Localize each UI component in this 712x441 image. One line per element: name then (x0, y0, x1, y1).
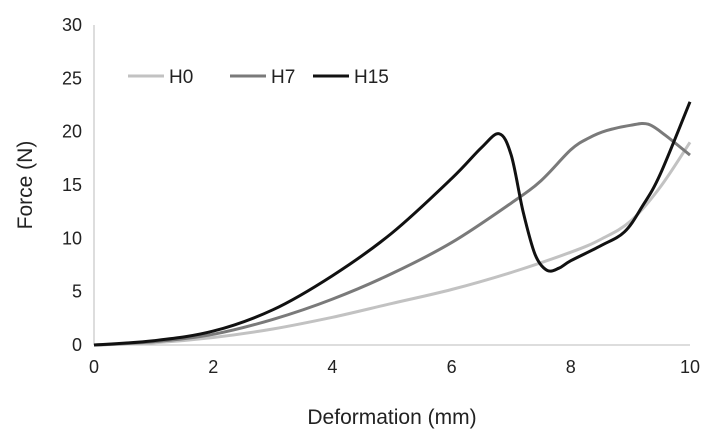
legend: H0 H7 H15 (128, 67, 389, 88)
x-tick-label: 0 (89, 357, 99, 377)
x-tick-label: 2 (208, 357, 218, 377)
y-tick-label: 15 (62, 175, 82, 195)
series-line-h7 (93, 121, 691, 347)
x-axis-title: Deformation (mm) (307, 406, 476, 429)
x-tick-label: 8 (566, 357, 576, 377)
series-line-h0 (93, 141, 692, 347)
x-tick-label: 10 (680, 357, 700, 377)
x-tick-labels: 0 2 4 6 8 10 (89, 357, 700, 377)
legend-label-h7: H7 (271, 67, 295, 88)
y-tick-label: 0 (72, 335, 82, 355)
legend-label-h15: H15 (354, 67, 389, 88)
y-tick-label: 10 (62, 228, 82, 248)
plot-area: 0 2 4 6 8 10 0 5 10 15 20 25 30 H0 H7 H15 (62, 15, 700, 377)
y-axis-title: Force (N) (14, 141, 37, 230)
y-tick-labels: 0 5 10 15 20 25 30 (62, 15, 82, 355)
series-lines (93, 101, 692, 347)
legend-label-h0: H0 (169, 67, 193, 88)
series-line-h15 (93, 101, 692, 347)
y-tick-label: 25 (62, 68, 82, 88)
y-tick-label: 5 (72, 282, 82, 302)
x-tick-label: 4 (327, 357, 337, 377)
y-tick-label: 30 (62, 15, 82, 35)
y-tick-label: 20 (62, 122, 82, 142)
x-tick-label: 6 (447, 357, 457, 377)
